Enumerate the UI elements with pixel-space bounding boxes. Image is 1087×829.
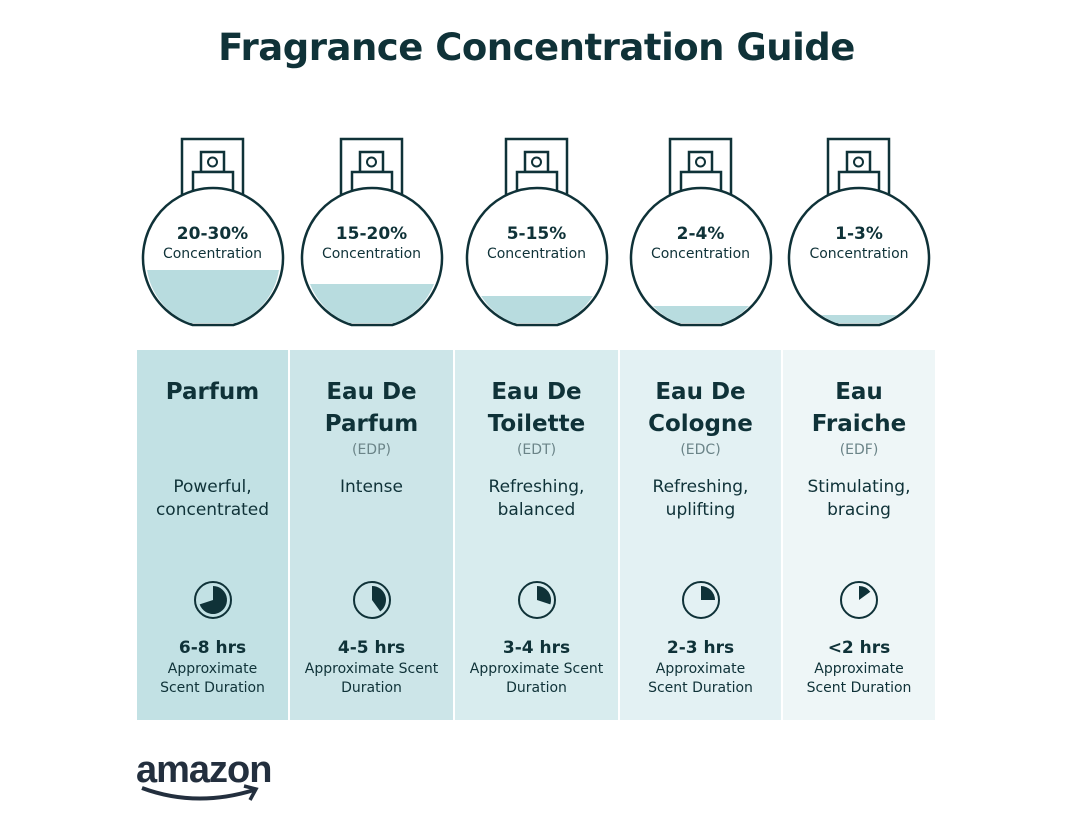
liquid-level — [480, 296, 593, 323]
fragrance-abbr: (EDF) — [839, 442, 879, 458]
duration-label: Approximate Scent Duration — [469, 661, 604, 696]
fragrance-abbr: (EDC) — [680, 442, 721, 458]
bottle-icon — [629, 137, 772, 327]
concentration-value: 5-15% — [506, 224, 567, 244]
bottle-3: 5-15% Concentration — [462, 136, 612, 332]
liquid-level — [652, 306, 749, 323]
bottle-2: 15-20% Concentration — [297, 136, 447, 332]
liquid-level — [821, 315, 897, 323]
fragrance-description: Stimulating, bracing — [807, 477, 911, 520]
clock-icon — [193, 581, 232, 619]
bottle-icon — [465, 137, 608, 327]
concentration-label: Concentration — [650, 246, 751, 262]
column-1: Parfum Powerful, concentrated 6-8 hrs Ap… — [137, 350, 288, 720]
concentration-value: 15-20% — [335, 224, 408, 244]
concentration-label: Concentration — [809, 246, 909, 262]
duration-value: 4-5 hrs — [337, 638, 406, 658]
liquid-level — [146, 270, 279, 323]
fragrance-abbr: (EDP) — [352, 442, 391, 458]
fragrance-description: Intense — [339, 477, 403, 497]
column-3: Eau De Toilette (EDT) Refreshing, balanc… — [455, 350, 618, 720]
duration-value: <2 hrs — [827, 638, 891, 658]
column-4: Eau De Cologne (EDC) Refreshing, uplifti… — [620, 350, 781, 720]
clock-icon — [840, 581, 878, 619]
fragrance-description: Powerful, concentrated — [155, 477, 270, 520]
fragrance-name: Parfum — [165, 379, 260, 405]
bottle-4: 2-4% Concentration — [626, 136, 776, 332]
fragrance-name: Eau Fraiche — [811, 379, 907, 437]
duration-value: 6-8 hrs — [178, 638, 247, 658]
concentration-label: Concentration — [321, 246, 422, 262]
bottle-1: 20-30% Concentration — [138, 136, 288, 332]
fragrance-name: Eau De Cologne — [648, 379, 753, 437]
bottle-icon — [141, 137, 284, 327]
column-2: Eau De Parfum (EDP) Intense 4-5 hrs Appr… — [290, 350, 453, 720]
duration-value: 2-3 hrs — [666, 638, 735, 658]
clock-icon — [352, 581, 391, 619]
duration-label: Approximate Scent Duration — [806, 661, 912, 696]
fragrance-name: Eau De Parfum — [324, 379, 419, 437]
duration-label: Approximate Scent Duration — [160, 661, 265, 696]
amazon-logo: amazon — [136, 748, 281, 808]
liquid-level — [309, 284, 434, 323]
duration-value: 3-4 hrs — [502, 638, 571, 658]
fragrance-description: Refreshing, uplifting — [652, 477, 749, 520]
duration-label: Approximate Scent Duration — [648, 661, 753, 696]
clock-icon — [517, 581, 556, 619]
bottle-icon — [300, 137, 443, 327]
clock-icon — [681, 581, 720, 619]
fragrance-abbr: (EDT) — [516, 442, 557, 458]
concentration-label: Concentration — [486, 246, 587, 262]
bottle-icon — [787, 137, 931, 327]
fragrance-name: Eau De Toilette — [487, 379, 586, 437]
concentration-label: Concentration — [162, 246, 263, 262]
concentration-value: 20-30% — [176, 224, 249, 244]
bottle-5: 1-3% Concentration — [784, 136, 934, 332]
column-5: Eau Fraiche (EDF) Stimulating, bracing <… — [783, 350, 935, 720]
duration-label: Approximate Scent Duration — [304, 661, 439, 696]
fragrance-description: Refreshing, balanced — [488, 477, 585, 520]
svg-text:amazon: amazon — [136, 749, 271, 791]
page-title: Fragrance Concentration Guide — [218, 26, 855, 69]
concentration-value: 2-4% — [676, 224, 725, 244]
concentration-value: 1-3% — [835, 224, 883, 244]
